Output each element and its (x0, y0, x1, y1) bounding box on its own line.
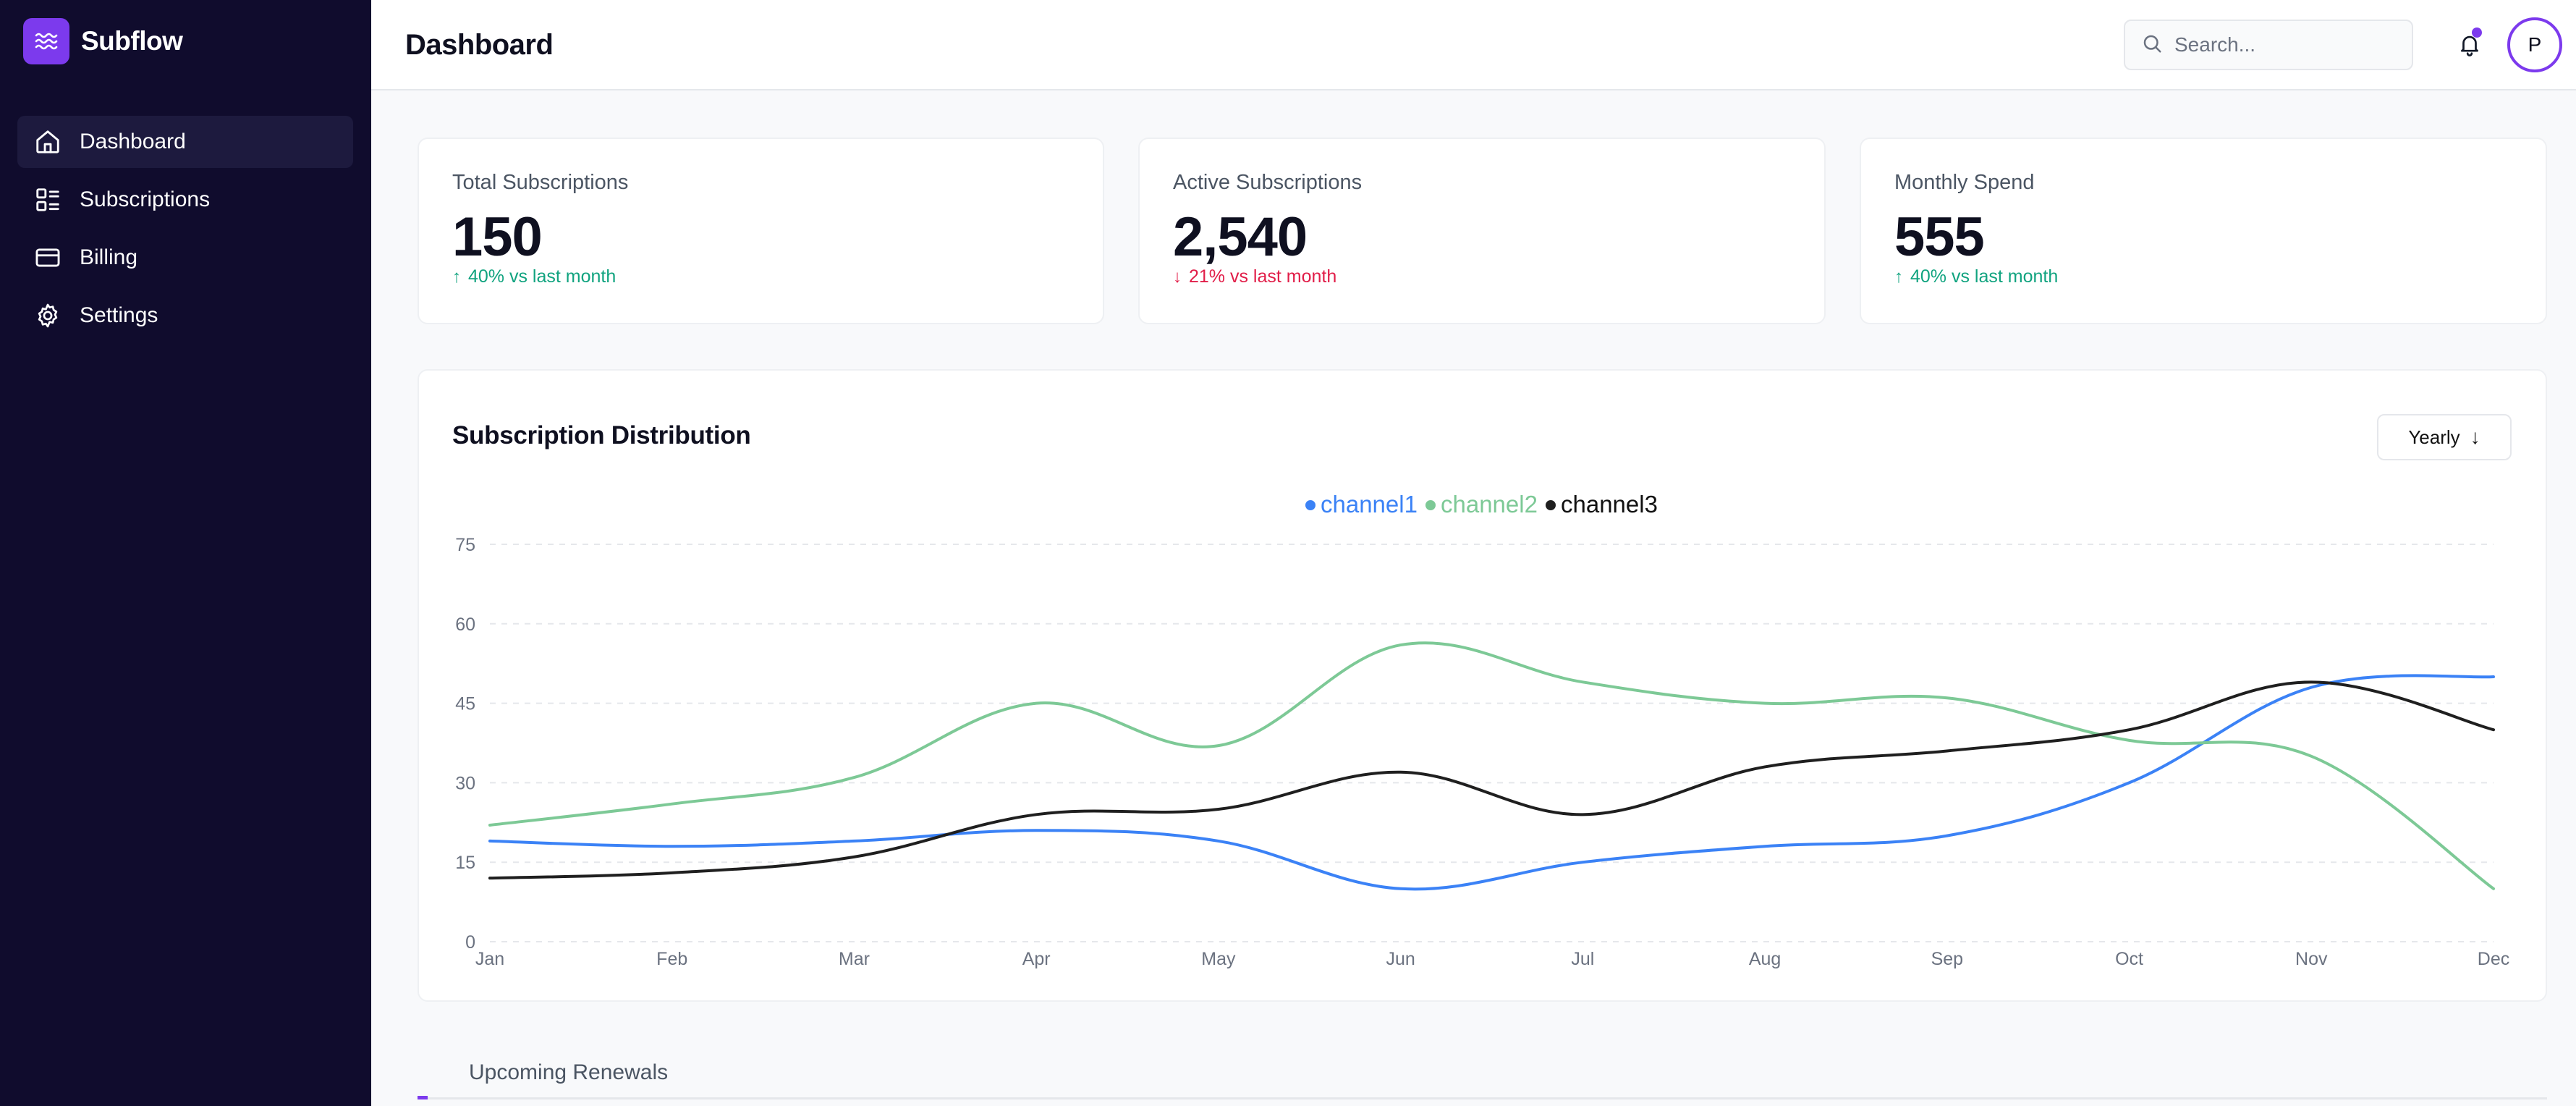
y-tick-label: 0 (465, 932, 475, 953)
x-tick-label: Nov (2295, 949, 2328, 969)
legend-label[interactable]: channel1 (1321, 491, 1418, 518)
avatar[interactable]: P (2507, 17, 2562, 72)
y-tick-label: 60 (455, 615, 475, 635)
bell-icon (2457, 32, 2482, 60)
series-line-channel3 (488, 680, 2495, 880)
sidebar-item-settings[interactable]: Settings (17, 290, 353, 342)
stat-label: Total Subscriptions (452, 171, 629, 194)
x-tick-label: Jul (1571, 949, 1594, 969)
stat-trend: ↑ 40% vs last month (1894, 266, 2058, 287)
search-box[interactable] (2124, 20, 2413, 70)
grid-list-icon (33, 185, 62, 214)
stat-value: 555 (1894, 206, 1985, 268)
legend-marker-channel3 (1546, 500, 1556, 510)
stat-card-monthly-spend: Monthly Spend 555 ↑ 40% vs last month (1860, 138, 2547, 324)
notification-button[interactable] (2452, 28, 2488, 64)
x-tick-label: Dec (2478, 949, 2509, 969)
y-tick-label: 75 (455, 535, 475, 555)
stat-trend-text: 40% vs last month (468, 266, 617, 287)
x-tick-label: May (1201, 949, 1236, 969)
notification-dot (2472, 28, 2482, 38)
stat-trend-text: 40% vs last month (1910, 266, 2059, 287)
page-title: Dashboard (405, 29, 554, 61)
top-header: Dashboard P (371, 0, 2576, 90)
x-tick-label: Sep (1931, 949, 1963, 969)
brand-name: Subflow (81, 26, 183, 56)
arrow-up-icon: ↑ (1894, 266, 1903, 287)
stat-card-total-subscriptions: Total Subscriptions 150 ↑ 40% vs last mo… (418, 138, 1104, 324)
home-icon (33, 127, 62, 156)
legend-label[interactable]: channel2 (1441, 491, 1538, 518)
x-tick-label: Jun (1386, 949, 1415, 969)
arrow-up-icon: ↑ (452, 266, 461, 287)
x-tick-label: Aug (1749, 949, 1781, 969)
stat-label: Monthly Spend (1894, 171, 2035, 194)
credit-card-icon (33, 243, 62, 272)
waves-icon (23, 18, 69, 64)
sidebar-item-label: Subscriptions (80, 187, 211, 211)
brand[interactable]: Subflow (23, 18, 183, 64)
search-input[interactable] (2173, 33, 2407, 57)
sidebar-item-label: Dashboard (80, 130, 186, 153)
tab-active-indicator (418, 1096, 428, 1099)
period-select-button[interactable]: Yearly ↓ (2377, 414, 2512, 460)
sidebar-item-dashboard[interactable]: Dashboard (17, 116, 353, 168)
series-line-channel2 (488, 641, 2495, 890)
sidebar-item-billing[interactable]: Billing (17, 232, 353, 284)
y-tick-label: 45 (455, 694, 475, 714)
arrow-down-icon: ↓ (1173, 266, 1182, 287)
stat-value: 2,540 (1173, 206, 1308, 268)
sidebar-nav: Dashboard Subscriptions Billing (17, 116, 353, 347)
sidebar-item-subscriptions[interactable]: Subscriptions (17, 174, 353, 226)
chart-title: Subscription Distribution (452, 421, 751, 449)
x-tick-label: Feb (656, 949, 687, 969)
y-tick-label: 30 (455, 773, 475, 793)
stat-trend: ↓ 21% vs last month (1173, 266, 1336, 287)
line-chart: 0 15 30 45 60 75 Jan Feb Mar Apr May Jun Jul Aug Sep Oc… (455, 491, 2509, 969)
stat-value: 150 (452, 206, 543, 268)
search-icon (2141, 33, 2163, 58)
sidebar-item-label: Settings (80, 303, 158, 327)
chart-card: Subscription Distribution Yearly ↓ 0 15 30… (418, 369, 2547, 1002)
sidebar-item-label: Billing (80, 245, 138, 269)
x-tick-label: Jan (475, 949, 504, 969)
legend-marker-channel2 (1425, 500, 1436, 510)
x-tick-label: Oct (2115, 949, 2143, 969)
arrow-down-icon: ↓ (2470, 426, 2480, 448)
gear-icon (33, 301, 62, 330)
stat-card-active-subscriptions: Active Subscriptions 2,540 ↓ 21% vs last… (1138, 138, 1826, 324)
tab-divider (418, 1097, 2547, 1099)
stat-label: Active Subscriptions (1173, 171, 1363, 194)
period-label: Yearly (2408, 426, 2460, 448)
tab-upcoming-renewals[interactable]: Upcoming Renewals (469, 1060, 669, 1084)
stat-trend-text: 21% vs last month (1189, 266, 1337, 287)
legend-label[interactable]: channel3 (1561, 491, 1658, 518)
legend-marker-channel1 (1305, 500, 1315, 510)
x-tick-label: Mar (839, 949, 870, 969)
series-line-channel1 (488, 674, 2495, 891)
x-tick-label: Apr (1022, 949, 1051, 969)
sidebar: Subflow Dashboard Subscriptions (0, 0, 371, 1106)
y-tick-label: 15 (455, 853, 475, 873)
stat-trend: ↑ 40% vs last month (452, 266, 616, 287)
